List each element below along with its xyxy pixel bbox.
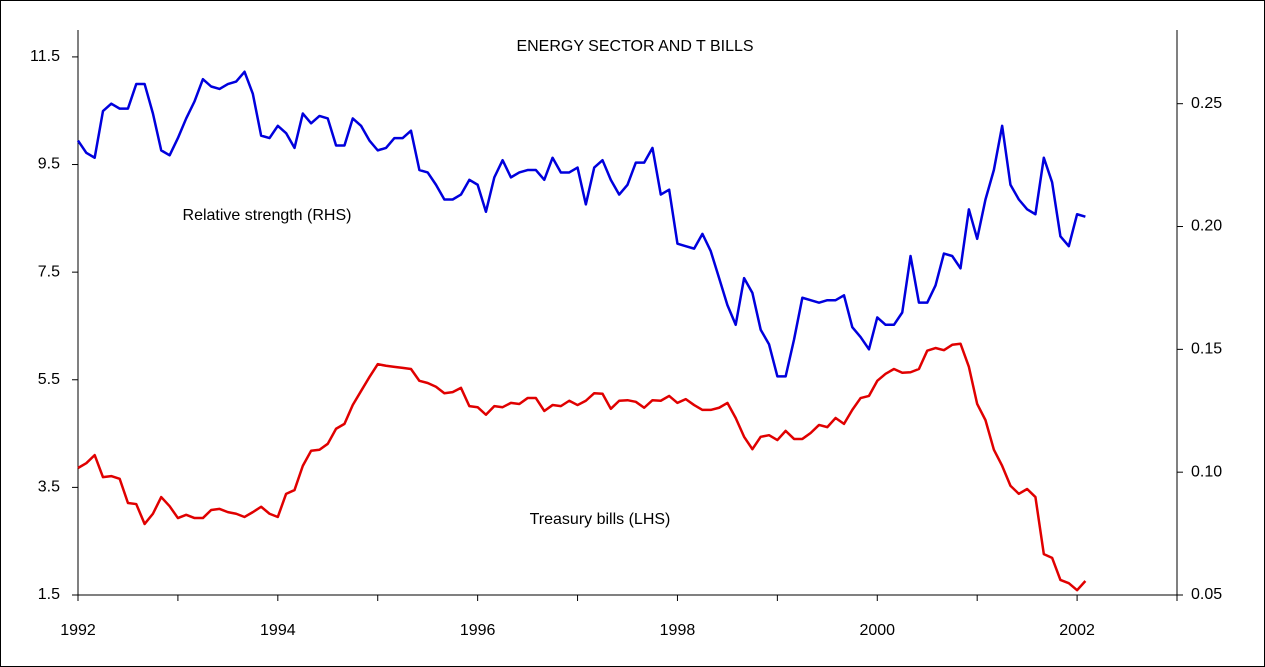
- x-tick-label: 1994: [260, 622, 296, 639]
- x-tick-label: 1996: [460, 622, 496, 639]
- x-tick-label: 2000: [859, 622, 895, 639]
- y-tick-label: 5.5: [38, 371, 60, 388]
- series-label: Treasury bills (LHS): [530, 511, 671, 528]
- y-tick-label: 7.5: [38, 263, 60, 280]
- series-label: Relative strength (RHS): [183, 207, 352, 224]
- chart-title: ENERGY SECTOR AND T BILLS: [516, 38, 753, 55]
- y-tick-label: 11.5: [30, 48, 60, 65]
- y2-tick-label: 0.20: [1191, 218, 1222, 235]
- x-tick-label: 2002: [1059, 622, 1095, 639]
- y-tick-label: 3.5: [38, 479, 60, 496]
- series-line: [77, 342, 1087, 592]
- y-tick-label: 9.5: [38, 156, 60, 173]
- y-tick-label: 1.5: [38, 586, 60, 603]
- x-tick-label: 1992: [60, 622, 96, 639]
- y2-tick-label: 0.25: [1191, 95, 1222, 112]
- y2-tick-label: 0.10: [1191, 463, 1222, 480]
- y2-tick-label: 0.15: [1191, 341, 1222, 358]
- y2-tick-label: 0.05: [1191, 586, 1222, 603]
- series-line: [76, 70, 1086, 378]
- x-tick-label: 1998: [660, 622, 696, 639]
